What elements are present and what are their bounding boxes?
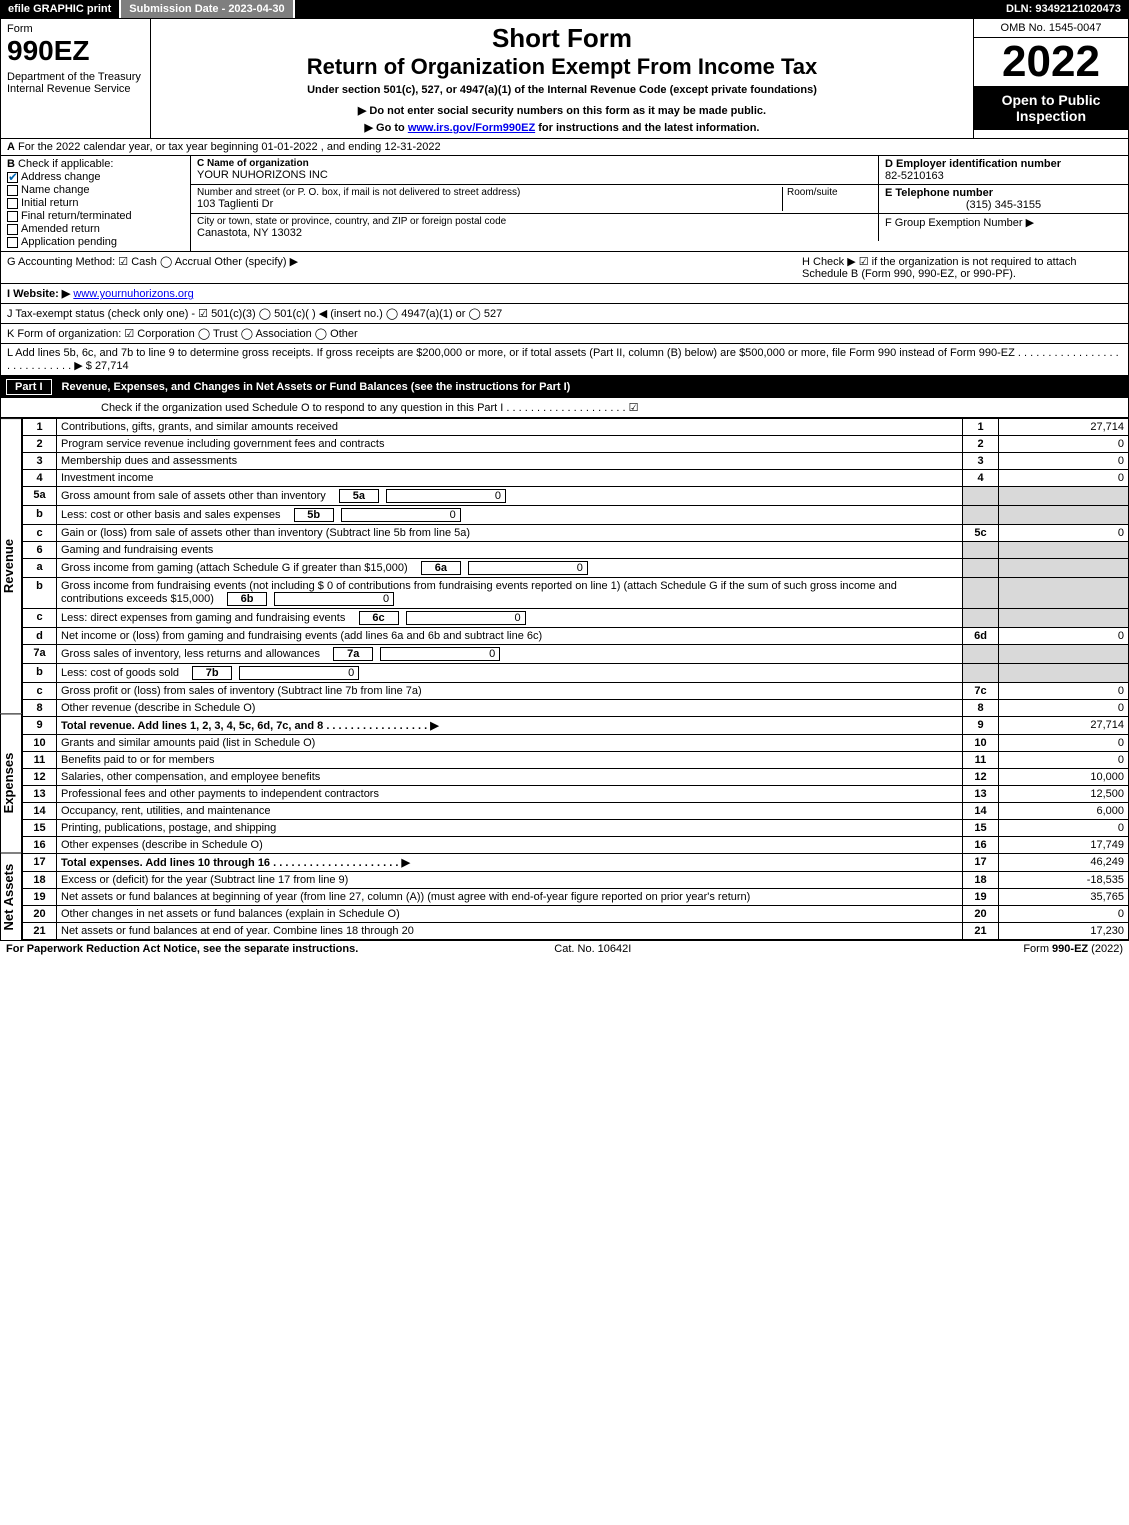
page-footer: For Paperwork Reduction Act Notice, see … bbox=[0, 940, 1129, 957]
col-b: B Check if applicable: Address change Na… bbox=[1, 156, 191, 251]
note-ssn: ▶ Do not enter social security numbers o… bbox=[157, 104, 967, 117]
part1-heading: Revenue, Expenses, and Changes in Net As… bbox=[62, 381, 571, 393]
part1-header: Part I Revenue, Expenses, and Changes in… bbox=[0, 376, 1129, 398]
website-link[interactable]: www.yournuhorizons.org bbox=[73, 288, 193, 300]
form-header: Form 990EZ Department of the Treasury In… bbox=[0, 18, 1129, 139]
cat-no: Cat. No. 10642I bbox=[554, 943, 631, 955]
gross-receipts: 27,714 bbox=[95, 360, 129, 372]
check-name-change[interactable] bbox=[7, 185, 18, 196]
row-a: A For the 2022 calendar year, or tax yea… bbox=[0, 139, 1129, 156]
dln: DLN: 93492121020473 bbox=[998, 0, 1129, 18]
form-ref: Form 990-EZ (2022) bbox=[1023, 943, 1123, 955]
tax-year: 2022 bbox=[974, 38, 1128, 86]
line-16: 16Other expenses (describe in Schedule O… bbox=[23, 837, 1129, 854]
form-number: 990EZ bbox=[7, 35, 144, 67]
line-5a: 5aGross amount from sale of assets other… bbox=[23, 487, 1129, 506]
check-address-change[interactable] bbox=[7, 172, 18, 183]
submission-date: Submission Date - 2023-04-30 bbox=[121, 0, 294, 18]
line-6d: dNet income or (loss) from gaming and fu… bbox=[23, 628, 1129, 645]
sidebar-expenses: Expenses bbox=[0, 713, 22, 852]
line-6c: cLess: direct expenses from gaming and f… bbox=[23, 609, 1129, 628]
group-exemption-label: F Group Exemption Number ▶ bbox=[885, 217, 1034, 229]
line-6a: aGross income from gaming (attach Schedu… bbox=[23, 559, 1129, 578]
line-5c: cGain or (loss) from sale of assets othe… bbox=[23, 525, 1129, 542]
line-19: 19Net assets or fund balances at beginni… bbox=[23, 889, 1129, 906]
row-i: I Website: ▶ www.yournuhorizons.org bbox=[0, 284, 1129, 304]
sidebar-netassets: Net Assets bbox=[0, 853, 22, 941]
line-13: 13Professional fees and other payments t… bbox=[23, 786, 1129, 803]
part1-label: Part I bbox=[6, 379, 52, 395]
line-21: 21Net assets or fund balances at end of … bbox=[23, 923, 1129, 940]
row-k: K Form of organization: ☑ Corporation ◯ … bbox=[0, 324, 1129, 344]
note-goto: ▶ Go to www.irs.gov/Form990EZ for instru… bbox=[157, 121, 967, 134]
line-17: 17Total expenses. Add lines 10 through 1… bbox=[23, 854, 1129, 872]
efile-label[interactable]: efile GRAPHIC print bbox=[0, 0, 121, 18]
line-14: 14Occupancy, rent, utilities, and mainte… bbox=[23, 803, 1129, 820]
title-short-form: Short Form bbox=[157, 23, 967, 54]
lines-table: 1Contributions, gifts, grants, and simil… bbox=[22, 418, 1129, 940]
city-label: City or town, state or province, country… bbox=[197, 216, 872, 227]
addr-label: Number and street (or P. O. box, if mail… bbox=[197, 187, 782, 198]
line-4: 4Investment income40 bbox=[23, 470, 1129, 487]
line-18: 18Excess or (deficit) for the year (Subt… bbox=[23, 872, 1129, 889]
schedule-b-check: H Check ▶ ☑ if the organization is not r… bbox=[802, 255, 1122, 280]
addr-value: 103 Taglienti Dr bbox=[197, 198, 782, 210]
line-5b: bLess: cost or other basis and sales exp… bbox=[23, 506, 1129, 525]
city-value: Canastota, NY 13032 bbox=[197, 227, 872, 239]
part1-checknote: Check if the organization used Schedule … bbox=[0, 398, 1129, 418]
org-name: YOUR NUHORIZONS INC bbox=[197, 169, 872, 181]
dept-label: Department of the Treasury Internal Reve… bbox=[7, 71, 144, 95]
check-pending[interactable] bbox=[7, 237, 18, 248]
line-1: 1Contributions, gifts, grants, and simil… bbox=[23, 419, 1129, 436]
row-l: L Add lines 5b, 6c, and 7b to line 9 to … bbox=[0, 344, 1129, 376]
line-7a: 7aGross sales of inventory, less returns… bbox=[23, 645, 1129, 664]
irs-link[interactable]: www.irs.gov/Form990EZ bbox=[408, 122, 535, 134]
row-gh: G Accounting Method: ☑ Cash ◯ Accrual Ot… bbox=[0, 252, 1129, 284]
line-12: 12Salaries, other compensation, and empl… bbox=[23, 769, 1129, 786]
accounting-method: G Accounting Method: ☑ Cash ◯ Accrual Ot… bbox=[7, 255, 802, 280]
check-amended[interactable] bbox=[7, 224, 18, 235]
line-2: 2Program service revenue including gover… bbox=[23, 436, 1129, 453]
line-6b: bGross income from fundraising events (n… bbox=[23, 578, 1129, 609]
omb-number: OMB No. 1545-0047 bbox=[974, 19, 1128, 38]
section-bcd: B Check if applicable: Address change Na… bbox=[0, 156, 1129, 252]
ein-value: 82-5210163 bbox=[885, 170, 944, 182]
title-return: Return of Organization Exempt From Incom… bbox=[157, 54, 967, 80]
under-section: Under section 501(c), 527, or 4947(a)(1)… bbox=[157, 84, 967, 96]
sidebar-revenue: Revenue bbox=[0, 418, 22, 713]
lines-wrapper: Revenue Expenses Net Assets 1Contributio… bbox=[0, 418, 1129, 940]
check-final-return[interactable] bbox=[7, 211, 18, 222]
line-8: 8Other revenue (describe in Schedule O)8… bbox=[23, 700, 1129, 717]
form-word: Form bbox=[7, 23, 144, 35]
open-to-public: Open to Public Inspection bbox=[974, 86, 1128, 130]
row-j: J Tax-exempt status (check only one) - ☑… bbox=[0, 304, 1129, 324]
ein-label: D Employer identification number bbox=[885, 158, 1061, 170]
room-label: Room/suite bbox=[787, 187, 872, 198]
line-3: 3Membership dues and assessments30 bbox=[23, 453, 1129, 470]
line-7b: bLess: cost of goods sold 7b 0 bbox=[23, 664, 1129, 683]
phone-value: (315) 345-3155 bbox=[885, 199, 1122, 211]
line-11: 11Benefits paid to or for members110 bbox=[23, 752, 1129, 769]
top-bar: efile GRAPHIC print Submission Date - 20… bbox=[0, 0, 1129, 18]
line-7c: cGross profit or (loss) from sales of in… bbox=[23, 683, 1129, 700]
check-initial-return[interactable] bbox=[7, 198, 18, 209]
paperwork-notice: For Paperwork Reduction Act Notice, see … bbox=[6, 943, 358, 955]
line-15: 15Printing, publications, postage, and s… bbox=[23, 820, 1129, 837]
line-20: 20Other changes in net assets or fund ba… bbox=[23, 906, 1129, 923]
line-10: 10Grants and similar amounts paid (list … bbox=[23, 735, 1129, 752]
phone-label: E Telephone number bbox=[885, 187, 993, 199]
line-9: 9Total revenue. Add lines 1, 2, 3, 4, 5c… bbox=[23, 717, 1129, 735]
org-name-label: C Name of organization bbox=[197, 158, 309, 169]
line-6: 6Gaming and fundraising events bbox=[23, 542, 1129, 559]
